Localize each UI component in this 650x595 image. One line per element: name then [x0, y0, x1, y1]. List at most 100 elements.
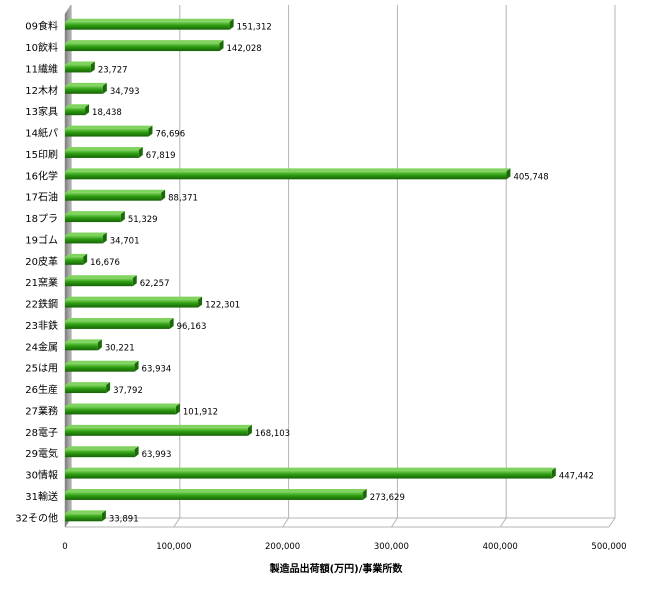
bar — [65, 403, 180, 415]
bar-top-face — [65, 82, 107, 86]
bar-top-face — [65, 360, 139, 364]
bar-end-face — [120, 211, 125, 223]
bar — [65, 232, 107, 244]
bar — [65, 125, 153, 137]
value-label: 16,676 — [90, 258, 120, 268]
bar-front-face — [65, 256, 84, 265]
value-label: 273,629 — [370, 493, 405, 503]
bar-end-face — [97, 339, 102, 351]
gridline-depth — [173, 517, 181, 528]
bar-top-face — [65, 467, 556, 471]
category-label: 10飲料 — [25, 41, 58, 54]
category-label: 31輸送 — [25, 490, 58, 503]
bar-front-face — [65, 128, 149, 137]
bar-front-face — [65, 192, 162, 201]
category-label: 12木材 — [25, 84, 58, 97]
category-label: 16化学 — [25, 169, 58, 182]
bar-end-face — [83, 253, 88, 265]
bar-top-face — [65, 275, 137, 279]
bar-end-face — [229, 18, 234, 30]
category-label: 25は用 — [25, 363, 58, 375]
bar-end-face — [132, 275, 137, 287]
value-label: 51,329 — [128, 215, 158, 225]
bar — [65, 446, 139, 458]
bar-top-face — [65, 61, 95, 65]
bar-top-face — [65, 253, 88, 257]
bar — [65, 360, 139, 372]
bar-end-face — [90, 61, 95, 73]
bar-end-face — [175, 403, 180, 415]
value-label: 122,301 — [205, 301, 240, 311]
bar-front-face — [65, 406, 176, 415]
bar-top-face — [65, 510, 106, 514]
bar-front-face — [65, 385, 107, 394]
gridline-depth — [282, 517, 290, 528]
value-label: 62,257 — [140, 279, 170, 289]
bar-front-face — [65, 107, 86, 116]
bar — [65, 211, 125, 223]
bar-end-face — [102, 82, 107, 94]
bar — [65, 317, 174, 329]
bar-top-face — [65, 382, 111, 386]
category-label: 18プラ — [25, 213, 58, 225]
bar — [65, 339, 102, 351]
category-label: 11繊維 — [25, 62, 58, 75]
bar — [65, 40, 224, 52]
bar-end-face — [101, 510, 106, 522]
x-tick-label: 100,000 — [156, 542, 191, 552]
grid-lines — [64, 5, 616, 528]
bar-front-face — [65, 363, 135, 372]
bar-front-face — [65, 470, 552, 479]
bar — [65, 168, 511, 180]
bar — [65, 382, 111, 394]
bar-top-face — [65, 403, 180, 407]
category-label: 26生産 — [25, 383, 58, 396]
bar — [65, 467, 556, 479]
bar-top-face — [65, 211, 125, 215]
bar-end-face — [198, 296, 203, 308]
category-label: 22鉄鋼 — [25, 298, 58, 311]
bar-end-face — [169, 317, 174, 329]
value-label: 23,727 — [98, 65, 128, 75]
bars — [65, 18, 556, 522]
category-label: 09食料 — [25, 20, 58, 33]
bar — [65, 296, 203, 308]
bar-front-face — [65, 85, 103, 94]
bar — [65, 82, 107, 94]
category-label: 24金属 — [25, 340, 58, 353]
bar-top-face — [65, 189, 166, 193]
value-label: 30,221 — [105, 343, 135, 353]
bar-front-face — [65, 235, 103, 244]
value-label: 18,438 — [92, 108, 122, 118]
value-label: 33,891 — [109, 514, 139, 524]
value-label: 67,819 — [146, 151, 176, 161]
bar-front-face — [65, 21, 230, 30]
bar-front-face — [65, 278, 133, 287]
bar-end-face — [106, 382, 111, 394]
bar-front-face — [65, 320, 170, 329]
value-label: 63,993 — [142, 450, 172, 460]
bar — [65, 189, 166, 201]
category-label: 20皮革 — [25, 255, 58, 268]
bar-top-face — [65, 232, 107, 236]
category-labels: 09食料 10飲料 11繊維 12木材 13家具 14紙パ 15印刷 16化学 17石油 18プラ… — [15, 20, 58, 525]
value-label: 168,103 — [255, 429, 290, 439]
x-tick-label: 0 — [62, 542, 67, 552]
value-label: 34,701 — [110, 236, 140, 246]
bar-end-face — [362, 488, 367, 500]
bar-front-face — [65, 491, 363, 500]
bar-end-face — [148, 125, 153, 137]
category-label: 23非鉄 — [25, 319, 58, 332]
bar-top-face — [65, 18, 234, 22]
bar-end-face — [85, 104, 90, 116]
bar-end-face — [134, 360, 139, 372]
bar-front-face — [65, 299, 199, 308]
category-label: 28電子 — [25, 427, 58, 439]
category-label: 29電気 — [25, 447, 58, 460]
bar — [65, 488, 367, 500]
x-tick-label: 500,000 — [591, 542, 626, 552]
x-tick-label: 200,000 — [265, 542, 300, 552]
bar-front-face — [65, 43, 220, 52]
bar-top-face — [65, 168, 511, 172]
